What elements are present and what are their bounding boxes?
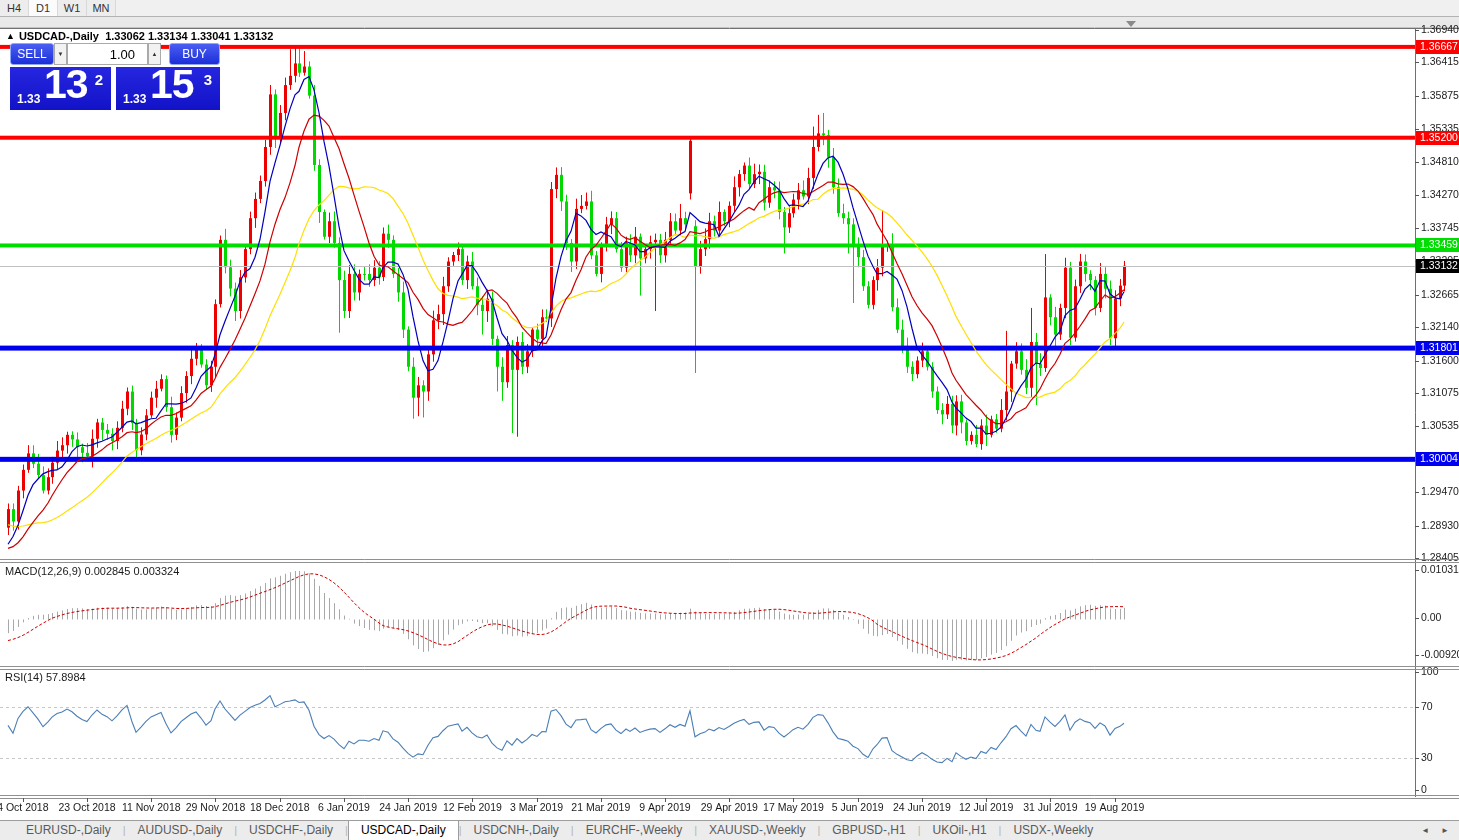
chart-title-symbol: USDCAD-,Daily (19, 30, 99, 42)
chart-tab-eurusd-daily[interactable]: EURUSD-,Daily (14, 821, 123, 840)
price-chart-canvas[interactable] (0, 17, 1459, 820)
period-tab-d1[interactable]: D1 (29, 0, 58, 16)
chart-tab-xauusd-weekly[interactable]: XAUUSD-,Weekly (697, 821, 817, 840)
buy-price-box[interactable]: 1.33 15 3 (116, 67, 220, 110)
period-tab-h4[interactable]: H4 (0, 0, 29, 16)
chart-tab-usdchf-daily[interactable]: USDCHF-,Daily (237, 821, 345, 840)
chart-tabs-bar: EURUSD-,Daily|AUDUSD-,Daily|USDCHF-,Dail… (0, 820, 1459, 840)
chart-tab-gbpusd-h1[interactable]: GBPUSD-,H1 (820, 821, 917, 840)
chart-tab-audusd-daily[interactable]: AUDUSD-,Daily (126, 821, 235, 840)
tabs-scroll-left-icon[interactable]: ◄ (1421, 821, 1429, 840)
timeframe-toolbar: H4D1W1MN (0, 0, 1459, 17)
buy-price-big: 15 (150, 61, 194, 108)
chart-tab-usdcnh-daily[interactable]: USDCNH-,Daily (462, 821, 571, 840)
chart-tab-ukoil-h1[interactable]: UKOil-,H1 (921, 821, 999, 840)
period-tab-w1[interactable]: W1 (58, 0, 87, 16)
sell-price-box[interactable]: 1.33 13 2 (10, 67, 111, 110)
macd-indicator-label: MACD(12,26,9) 0.002845 0.003324 (5, 565, 179, 577)
buy-price-prefix: 1.33 (123, 92, 146, 106)
chart-tab-eurchf-weekly[interactable]: EURCHF-,Weekly (574, 821, 694, 840)
chart-title-ohlc: 1.33062 1.33134 1.33041 1.33132 (105, 30, 273, 42)
sell-price-prefix: 1.33 (17, 92, 40, 106)
collapse-icon[interactable]: ▲ (6, 31, 15, 41)
sell-price-big: 13 (44, 61, 88, 108)
chart-title: ▲ USDCAD-,Daily 1.33062 1.33134 1.33041 1… (6, 30, 273, 42)
chart-tab-usdcad-daily[interactable]: USDCAD-,Daily (348, 821, 459, 840)
one-click-trading-panel: SELL ▼ ▲ BUY 1.33 13 2 1.33 15 3 (10, 43, 220, 110)
chart-tab-usdx-weekly[interactable]: USDX-,Weekly (1001, 821, 1105, 840)
buy-price-sup: 3 (204, 71, 212, 88)
rsi-indicator-label: RSI(14) 57.8984 (5, 671, 86, 683)
tabs-scroll-right-icon[interactable]: ► (1441, 821, 1449, 840)
period-tab-mn[interactable]: MN (87, 0, 116, 16)
sell-price-sup: 2 (95, 71, 103, 88)
